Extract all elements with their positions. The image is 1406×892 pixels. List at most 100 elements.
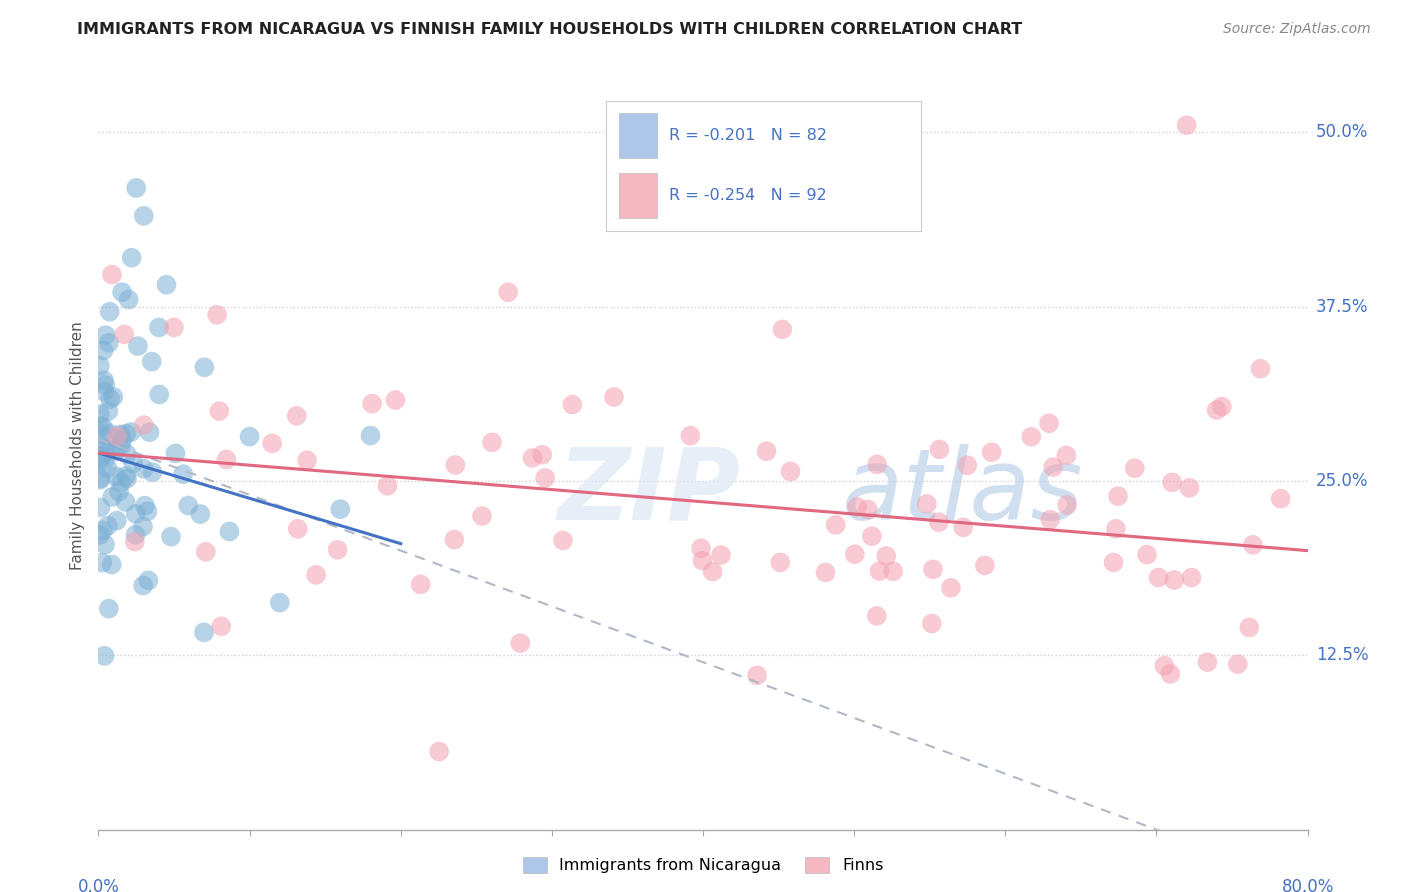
Point	[1105, 522, 1128, 536]
Point	[91, 556, 114, 570]
Point	[101, 268, 124, 282]
Point	[360, 428, 382, 442]
Point	[105, 429, 128, 443]
Text: 12.5%: 12.5%	[1316, 646, 1368, 665]
Point	[121, 251, 143, 265]
Point	[89, 407, 111, 421]
Point	[814, 566, 837, 580]
Point	[115, 426, 138, 441]
Point	[409, 577, 432, 591]
Point	[1175, 118, 1198, 132]
Text: 0.0%: 0.0%	[77, 879, 120, 892]
Point	[108, 484, 131, 499]
Point	[1226, 657, 1249, 672]
Point	[1161, 475, 1184, 490]
Point	[115, 447, 138, 461]
Point	[215, 452, 238, 467]
Point	[127, 339, 149, 353]
Point	[111, 434, 134, 448]
Point	[844, 547, 866, 561]
Point	[1147, 571, 1170, 585]
Point	[882, 564, 904, 578]
Point	[193, 360, 215, 375]
Point	[702, 565, 724, 579]
Point	[208, 404, 231, 418]
Point	[561, 398, 583, 412]
Point	[122, 456, 145, 470]
Point	[177, 499, 200, 513]
Point	[295, 453, 318, 467]
Legend: Immigrants from Nicaragua, Finns: Immigrants from Nicaragua, Finns	[516, 850, 890, 880]
Point	[921, 616, 943, 631]
Point	[922, 562, 945, 576]
Point	[118, 293, 141, 307]
Point	[770, 322, 793, 336]
Point	[89, 452, 111, 467]
Point	[98, 426, 121, 441]
Text: ZIP: ZIP	[558, 443, 741, 541]
Point	[710, 548, 733, 562]
Point	[928, 442, 950, 457]
Point	[115, 471, 138, 485]
Point	[125, 181, 148, 195]
Point	[287, 522, 309, 536]
Point	[1102, 556, 1125, 570]
Point	[1205, 403, 1227, 417]
Point	[132, 418, 155, 433]
Point	[148, 387, 170, 401]
Point	[132, 519, 155, 533]
Point	[94, 442, 117, 457]
Point	[96, 461, 118, 475]
Point	[1042, 460, 1064, 475]
Text: 25.0%: 25.0%	[1316, 472, 1368, 490]
Point	[361, 396, 384, 410]
Point	[1197, 655, 1219, 669]
Point	[148, 320, 170, 334]
Point	[115, 469, 138, 483]
Point	[1107, 489, 1129, 503]
Point	[111, 285, 134, 300]
Point	[91, 420, 114, 434]
Point	[326, 542, 349, 557]
Point	[103, 390, 125, 404]
Point	[138, 574, 160, 588]
Point	[120, 425, 142, 439]
Point	[124, 534, 146, 549]
Point	[105, 514, 128, 528]
Point	[679, 428, 702, 442]
Point	[846, 500, 869, 514]
Point	[90, 439, 112, 453]
Point	[141, 354, 163, 368]
Point	[110, 475, 132, 490]
Point	[522, 450, 544, 465]
Point	[939, 581, 962, 595]
Point	[496, 285, 519, 300]
Point	[443, 533, 465, 547]
Point	[205, 308, 228, 322]
Point	[134, 499, 156, 513]
Point	[1054, 449, 1077, 463]
Point	[869, 564, 891, 578]
Text: 80.0%: 80.0%	[1281, 879, 1334, 892]
Point	[769, 555, 792, 569]
Point	[114, 495, 136, 509]
Point	[692, 554, 714, 568]
Y-axis label: Family Households with Children: Family Households with Children	[70, 322, 86, 570]
Point	[980, 445, 1002, 459]
Point	[132, 578, 155, 592]
Point	[98, 392, 121, 406]
Point	[141, 465, 163, 479]
Point	[98, 304, 121, 318]
Point	[93, 343, 115, 358]
Point	[928, 515, 950, 529]
Text: 37.5%: 37.5%	[1316, 298, 1368, 316]
Point	[915, 497, 938, 511]
Point	[93, 453, 115, 467]
Point	[1211, 400, 1233, 414]
Point	[94, 328, 117, 343]
Point	[89, 473, 111, 487]
Text: atlas: atlas	[842, 443, 1084, 541]
Text: 50.0%: 50.0%	[1316, 123, 1368, 141]
Point	[132, 209, 155, 223]
Point	[89, 359, 111, 373]
